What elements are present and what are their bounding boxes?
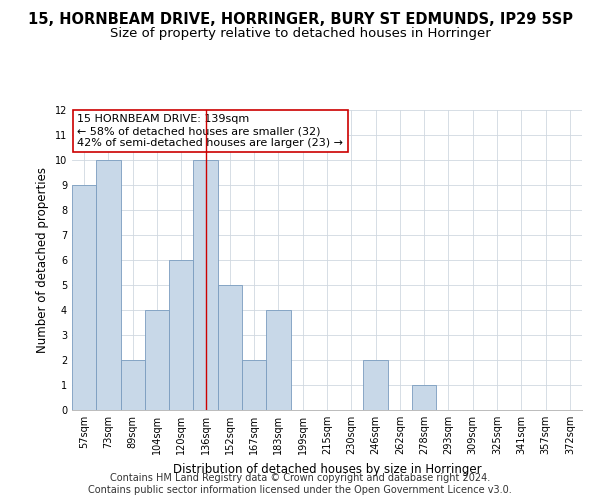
Text: Size of property relative to detached houses in Horringer: Size of property relative to detached ho… xyxy=(110,28,490,40)
Bar xyxy=(412,385,436,410)
Bar xyxy=(145,310,169,410)
X-axis label: Distribution of detached houses by size in Horringer: Distribution of detached houses by size … xyxy=(173,462,481,475)
Bar xyxy=(96,160,121,410)
Bar xyxy=(121,360,145,410)
Bar xyxy=(266,310,290,410)
Bar xyxy=(218,285,242,410)
Bar xyxy=(72,185,96,410)
Text: 15, HORNBEAM DRIVE, HORRINGER, BURY ST EDMUNDS, IP29 5SP: 15, HORNBEAM DRIVE, HORRINGER, BURY ST E… xyxy=(28,12,572,28)
Text: Contains HM Land Registry data © Crown copyright and database right 2024.
Contai: Contains HM Land Registry data © Crown c… xyxy=(88,474,512,495)
Bar xyxy=(364,360,388,410)
Text: 15 HORNBEAM DRIVE: 139sqm
← 58% of detached houses are smaller (32)
42% of semi-: 15 HORNBEAM DRIVE: 139sqm ← 58% of detac… xyxy=(77,114,343,148)
Bar xyxy=(169,260,193,410)
Bar xyxy=(242,360,266,410)
Bar xyxy=(193,160,218,410)
Y-axis label: Number of detached properties: Number of detached properties xyxy=(36,167,49,353)
